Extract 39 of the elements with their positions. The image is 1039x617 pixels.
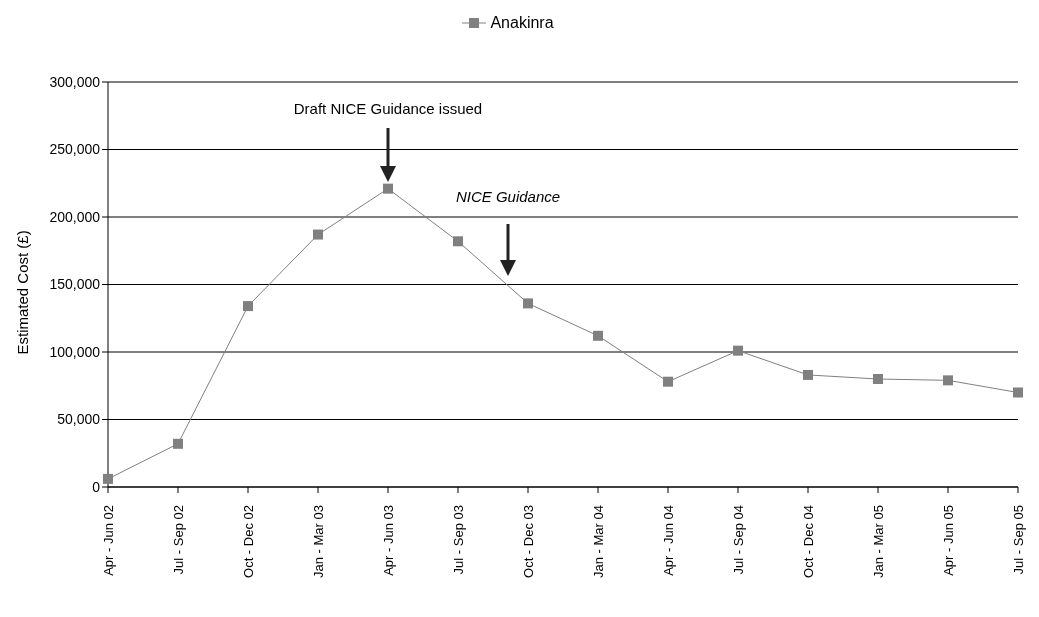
point (943, 375, 953, 386)
point (383, 183, 393, 194)
y-tick-label: 150,000 (49, 276, 101, 293)
point (313, 229, 323, 240)
x-tick-label: Jul - Sep 02 (170, 505, 186, 575)
point (243, 301, 253, 312)
x-tick-label: Jul - Sep 05 (1010, 505, 1026, 575)
x-tick-label: Oct - Dec 04 (800, 505, 816, 578)
y-tick-label: 200,000 (49, 208, 101, 225)
x-tick-label: Jul - Sep 04 (730, 505, 746, 575)
x-tick-label: Jan - Mar 05 (870, 505, 886, 578)
point (873, 374, 883, 384)
x-tick-label: Oct - Dec 03 (520, 505, 536, 578)
y-tick-label: 0 (92, 478, 101, 495)
point (1013, 387, 1023, 398)
point (663, 376, 673, 387)
annotation: Draft NICE Guidance issued (293, 100, 483, 117)
point (173, 438, 183, 449)
point (523, 298, 533, 309)
annotation: NICE Guidance (455, 188, 561, 205)
point (803, 369, 813, 380)
x-tick-label: Apr - Jun 02 (100, 505, 116, 576)
x-tick-label: Jan - Mar 04 (590, 505, 606, 578)
y-tick-label: 100,000 (49, 343, 101, 360)
point (453, 236, 463, 247)
legend-label: Anakinra (490, 14, 554, 32)
x-tick-label: Oct - Dec 02 (240, 505, 256, 578)
x-tick-label: Apr - Jun 04 (660, 505, 676, 576)
y-tick-label: 250,000 (49, 141, 101, 158)
point (733, 345, 743, 356)
x-tick-label: Apr - Jun 05 (940, 505, 956, 576)
y-axis-title: Estimated Cost (£) (14, 230, 32, 355)
point (103, 473, 113, 484)
x-tick-label: Jul - Sep 03 (450, 505, 466, 575)
x-tick-label: Jan - Mar 03 (310, 505, 326, 578)
y-tick-label: 300,000 (49, 73, 101, 90)
y-tick-label: 50,000 (57, 411, 101, 428)
point (593, 330, 603, 341)
x-tick-label: Apr - Jun 03 (380, 505, 396, 576)
